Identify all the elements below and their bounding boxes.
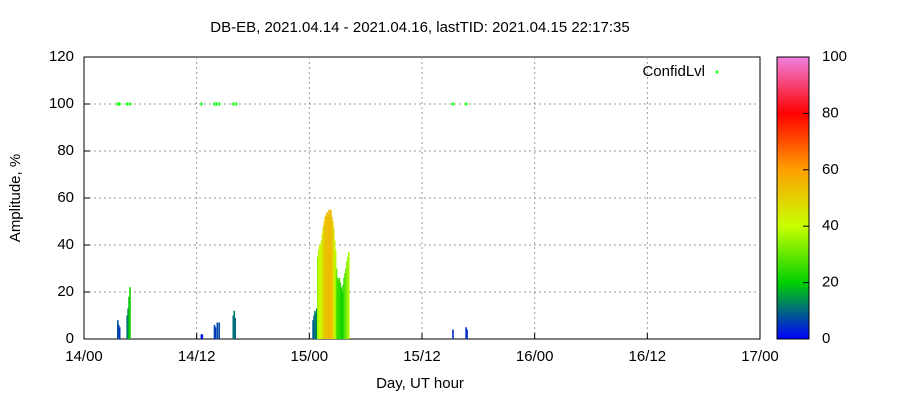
confid-point [128,102,133,106]
colorbar-tick-label: 0 [822,330,830,347]
confid-point [199,102,204,106]
colorbar-tick-label: 20 [822,274,839,291]
x-tick-label: 15/00 [291,348,329,365]
confid-point [234,102,239,106]
confid-point [117,102,122,106]
colorbar-tick-label: 80 [822,104,839,121]
colorbar-tick-label: 100 [822,48,847,65]
colorbar-tick-label: 40 [822,217,839,234]
chart-title: DB-EB, 2021.04.14 - 2021.04.16, lastTID:… [210,19,629,36]
confid-point [217,102,222,106]
y-tick-label: 0 [66,330,74,347]
legend-label: ConfidLvl [642,63,705,80]
x-tick-label: 15/12 [403,348,441,365]
colorbar [776,56,810,340]
x-tick-label: 14/12 [178,348,216,365]
y-tick-label: 40 [57,236,74,253]
x-tick-label: 16/12 [629,348,667,365]
x-tick-label: 16/00 [516,348,554,365]
x-tick-label: 14/00 [65,348,103,365]
y-axis-label: Amplitude, % [7,154,24,242]
y-tick-label: 20 [57,283,74,300]
y-tick-label: 60 [57,189,74,206]
confid-point [464,102,469,106]
y-tick-label: 100 [49,95,74,112]
colorbar-tick-label: 60 [822,161,839,178]
y-tick-label: 80 [57,142,74,159]
confid-point [450,102,455,106]
legend-marker [715,70,719,74]
x-tick-label: 17/00 [741,348,779,365]
x-axis-label: Day, UT hour [376,375,464,392]
y-tick-label: 120 [49,48,74,65]
